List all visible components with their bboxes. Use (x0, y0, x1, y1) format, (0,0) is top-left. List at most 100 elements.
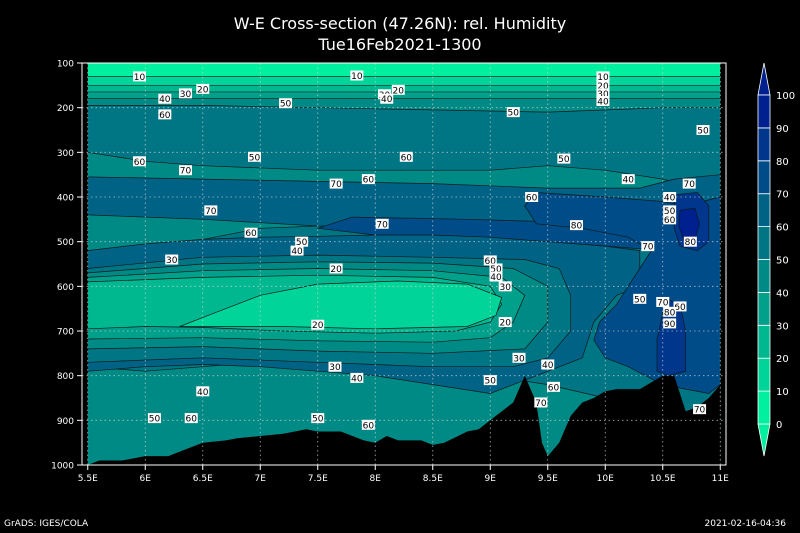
contour-band-10 (87, 63, 721, 77)
contour-label-bg (570, 220, 583, 231)
colorbar-swatch (757, 357, 771, 392)
contour-label-bg (498, 317, 512, 328)
colorbar-label: 70 (776, 190, 789, 201)
x-tick-label: 6E (140, 474, 152, 484)
colorbar-swatch (757, 291, 771, 326)
colorbar-label: 50 (776, 256, 789, 267)
y-tick-label: 900 (57, 417, 74, 427)
x-tick-label: 5.5E (78, 474, 98, 484)
contour-label-bg (350, 372, 364, 383)
colorbar: 0 10 20 30 40 50 60 70 80 90 100 (757, 62, 795, 457)
contour-label-bg (184, 413, 198, 424)
x-tick-label: 9E (485, 474, 497, 484)
contour-label-bg (547, 381, 560, 392)
contour-label: 80 (685, 238, 697, 248)
contour-label-bg (633, 293, 647, 304)
contour-label-bg (596, 95, 610, 106)
y-tick-label: 700 (57, 328, 74, 338)
y-tick-label: 200 (57, 104, 74, 114)
plot-frame (81, 62, 727, 466)
contour-label-bg (683, 236, 697, 247)
contour-label-bg (328, 361, 342, 372)
contour-label-bg (248, 151, 261, 162)
contour-label-bg (663, 192, 677, 202)
contour-label-bg (311, 319, 325, 330)
contour-labels: 1010102020203030304040406050505060506050… (133, 70, 710, 431)
contour-label: 70 (657, 298, 669, 308)
contour-label-bg (663, 205, 677, 216)
contour-region-100 (678, 207, 700, 240)
contour-label: 60 (401, 153, 413, 163)
contour-label: 50 (249, 153, 261, 163)
chart-subtitle: Tue16Feb2021-1300 (318, 35, 482, 54)
contour-label-bg (656, 296, 670, 307)
colorbar-swatch (757, 226, 771, 260)
chart-title: W-E Cross-section (47.26N): rel. Humidit… (233, 14, 567, 33)
contour-label-bg (541, 359, 555, 370)
contour-label-bg (133, 71, 146, 82)
y-tick-label: 800 (57, 372, 74, 382)
contour-label: 40 (159, 95, 171, 105)
footer-right: 2021-02-16-04:36 (704, 519, 787, 529)
contour-label: 20 (393, 86, 405, 96)
contour-label-bg (380, 93, 394, 104)
contour-label: 70 (330, 180, 342, 190)
y-tick-label: 1000 (51, 462, 74, 472)
contour-label: 80 (571, 222, 583, 232)
colorbar-label: 80 (776, 157, 789, 168)
colorbar-swatch (757, 193, 771, 227)
contour-label-bg (621, 174, 635, 185)
contour-label-bg (361, 174, 375, 185)
contour-label-bg (596, 80, 610, 91)
y-tick-label: 600 (57, 283, 74, 293)
contour-label-bg (350, 70, 364, 81)
contour-label: 40 (623, 176, 635, 186)
contour-region-20 (179, 280, 503, 330)
contour-band-20 (87, 76, 721, 86)
contour-label: 30 (180, 90, 192, 100)
contour-label-bg (534, 397, 548, 408)
contour-label: 60 (526, 194, 538, 204)
contour-label-bg (512, 352, 526, 363)
contour-label: 60 (245, 229, 257, 239)
contour-label: 50 (634, 295, 646, 305)
contour-label-bg (489, 271, 503, 282)
footer-left: GrADS: IGES/COLA (4, 519, 89, 529)
contour-label-bg (290, 245, 304, 256)
contour-label-bg (361, 419, 375, 430)
contour-label: 70 (683, 180, 695, 190)
colorbar-swatch (757, 160, 771, 195)
contour-label: 40 (381, 95, 393, 105)
contour-label: 10 (134, 73, 146, 83)
colorbar-label: 10 (776, 387, 789, 398)
colorbar-label: 40 (776, 288, 789, 299)
contour-label-bg (179, 165, 192, 176)
x-tick-label: 6.5E (193, 474, 213, 484)
contour-label: 60 (186, 415, 198, 425)
contour-label: 60 (363, 421, 375, 431)
contour-label-bg (244, 227, 258, 238)
contour-label-bg (506, 107, 520, 118)
colorbar-swatch (757, 259, 771, 293)
contour-label-bg (483, 375, 497, 386)
contour-label-bg (693, 404, 707, 415)
contour-label-bg (673, 301, 687, 312)
contour-label: 70 (642, 243, 654, 253)
contour-label-bg (295, 236, 309, 247)
contour-label-bg (133, 156, 146, 167)
contour-label-bg (663, 306, 677, 317)
contour-label: 50 (664, 207, 676, 217)
contour-label-bg (329, 178, 343, 189)
y-tick-label: 100 (57, 60, 74, 70)
y-tick-label: 400 (57, 194, 74, 204)
contour-label: 30 (597, 90, 609, 100)
contour-label: 10 (597, 73, 609, 83)
contour-label-bg (329, 263, 343, 274)
x-tick-label: 7.5E (308, 474, 328, 484)
colorbar-swatch (757, 390, 771, 425)
contour-label: 40 (351, 374, 363, 384)
x-tick-label: 10.5E (650, 474, 676, 484)
colorbar-label: 100 (776, 91, 795, 102)
colorbar-label: 0 (776, 420, 782, 431)
contour-label: 20 (312, 321, 324, 331)
